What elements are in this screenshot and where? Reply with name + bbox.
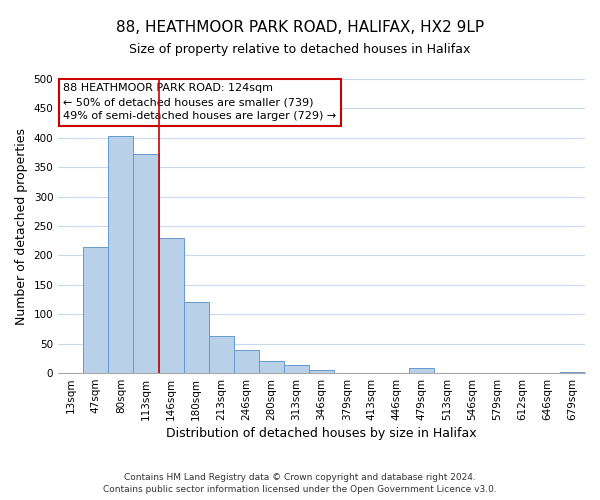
X-axis label: Distribution of detached houses by size in Halifax: Distribution of detached houses by size …	[166, 427, 477, 440]
Text: Contains public sector information licensed under the Open Government Licence v3: Contains public sector information licen…	[103, 485, 497, 494]
Bar	[560, 372, 585, 373]
Bar	[133, 154, 158, 373]
Bar	[158, 238, 184, 373]
Bar	[83, 246, 109, 373]
Y-axis label: Number of detached properties: Number of detached properties	[15, 128, 28, 324]
Bar	[234, 350, 259, 373]
Bar	[259, 360, 284, 373]
Text: Contains HM Land Registry data © Crown copyright and database right 2024.: Contains HM Land Registry data © Crown c…	[124, 472, 476, 482]
Bar	[209, 336, 234, 373]
Text: 88 HEATHMOOR PARK ROAD: 124sqm
← 50% of detached houses are smaller (739)
49% of: 88 HEATHMOOR PARK ROAD: 124sqm ← 50% of …	[64, 84, 337, 122]
Bar	[109, 136, 133, 373]
Bar	[284, 365, 309, 373]
Text: Size of property relative to detached houses in Halifax: Size of property relative to detached ho…	[130, 42, 470, 56]
Bar	[184, 302, 209, 373]
Bar	[309, 370, 334, 373]
Bar	[409, 368, 434, 373]
Text: 88, HEATHMOOR PARK ROAD, HALIFAX, HX2 9LP: 88, HEATHMOOR PARK ROAD, HALIFAX, HX2 9L…	[116, 20, 484, 35]
